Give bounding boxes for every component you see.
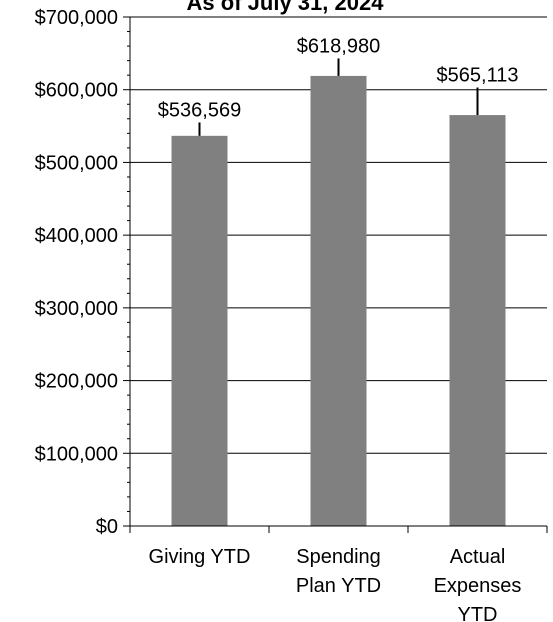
- y-tick-label: $0: [96, 516, 118, 538]
- x-tick-label: YTD: [458, 604, 498, 622]
- x-tick-label: Expenses: [434, 575, 522, 597]
- data-label: $565,113: [437, 65, 519, 87]
- data-label: $536,569: [158, 99, 241, 121]
- x-tick-label: Spending: [296, 546, 381, 568]
- x-tick-label: Plan YTD: [296, 575, 381, 597]
- data-label: $618,980: [297, 35, 380, 57]
- bar: [310, 75, 367, 526]
- data-labels: $536,569 $618,980 $565,113: [158, 35, 519, 121]
- bars: [171, 58, 506, 526]
- y-tick-label: $600,000: [35, 80, 118, 102]
- x-axis-tick-labels: Giving YTD Spending Plan YTD Actual Expenses…: [149, 546, 522, 622]
- y-tick-label: $100,000: [35, 443, 118, 465]
- x-tick-label: Actual: [450, 546, 506, 568]
- y-tick-label: $700,000: [35, 7, 118, 29]
- axes: [123, 16, 548, 533]
- y-tick-label: $500,000: [35, 152, 118, 174]
- y-tick-label: $200,000: [35, 371, 118, 393]
- bar: [449, 115, 506, 526]
- y-tick-label: $300,000: [35, 298, 118, 320]
- x-tick-label: Giving YTD: [149, 546, 251, 568]
- chart-title: As of July 31, 2024: [187, 0, 385, 15]
- y-axis-tick-labels: $0 $100,000 $200,000 $300,000 $400,000 $500,0…: [35, 7, 118, 538]
- y-tick-label: $400,000: [35, 225, 118, 247]
- bar: [171, 135, 228, 526]
